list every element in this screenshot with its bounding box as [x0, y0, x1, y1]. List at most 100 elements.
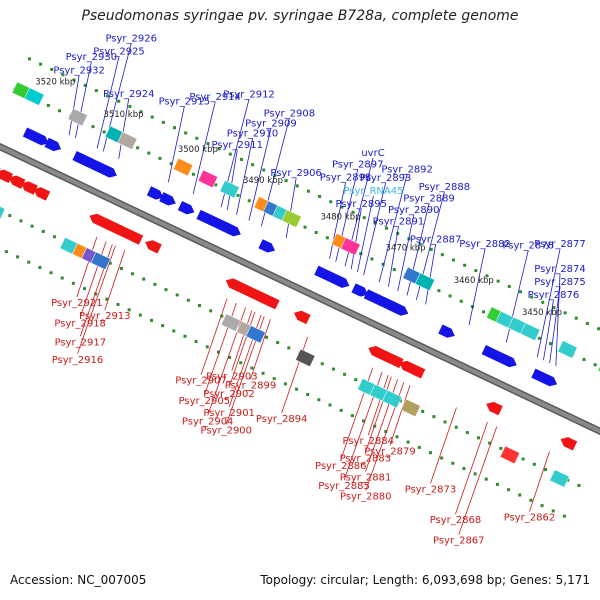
- reverse-gene-arrow: [293, 310, 311, 325]
- reverse-feature-block: [220, 313, 242, 332]
- ruler-label: 3520 kbp: [35, 77, 75, 87]
- leader-line: [425, 244, 437, 305]
- leader-line: [79, 241, 107, 318]
- tick-dot: [448, 294, 452, 298]
- tick-dot: [317, 398, 321, 402]
- tick-dot: [117, 99, 121, 103]
- reverse-feature-block: [499, 445, 521, 465]
- gene-label: Psyr_2930: [66, 52, 118, 63]
- gene-label: Psyr_2892: [381, 164, 433, 175]
- tick-dot: [250, 366, 254, 370]
- tick-dot: [272, 377, 276, 381]
- reverse-feature-block: [400, 398, 421, 418]
- tick-dot: [521, 457, 525, 461]
- leader-line: [468, 248, 486, 325]
- gene-label: Psyr_2878: [502, 241, 554, 252]
- gene-label: Psyr_2925: [93, 46, 145, 57]
- tick-dot: [582, 357, 586, 361]
- reverse-gene-arrow: [386, 354, 404, 369]
- gene-label: Psyr_2900: [200, 425, 252, 436]
- tick-dot: [343, 372, 347, 376]
- tick-dot: [108, 261, 112, 265]
- tick-dot: [105, 297, 109, 301]
- gene-label: Psyr_2909: [245, 119, 297, 130]
- tick-dot: [102, 130, 106, 134]
- forward-feature-block: [117, 131, 138, 150]
- forward-gene-arrow: [332, 274, 350, 288]
- tick-dot: [8, 214, 12, 218]
- tick-dot: [175, 293, 179, 297]
- gene-label: Psyr_2886: [315, 461, 367, 472]
- gene-label: Psyr_2884: [342, 436, 394, 447]
- leader-line: [367, 374, 389, 436]
- leader-line: [192, 101, 216, 195]
- tick-dot: [440, 456, 444, 460]
- gene-label: Psyr_2902: [203, 389, 255, 400]
- gene-label: Psyr_2873: [405, 484, 457, 495]
- gene-label: Psyr_2914: [189, 92, 241, 103]
- ruler-labels: 3520 kbp 3510 kbp 3500 kbp 3490 kbp 3480 kbp…: [35, 77, 562, 318]
- tick-dot: [537, 336, 541, 340]
- tick-dot: [370, 257, 374, 261]
- tick-dot: [428, 451, 432, 455]
- forward-gene-arrow: [500, 353, 517, 368]
- gene-label: Psyr_2915: [159, 96, 211, 107]
- tick-dot: [303, 225, 307, 229]
- tick-dot: [295, 387, 299, 391]
- tick-dot: [384, 430, 388, 434]
- gene-label: Psyr_2926: [105, 33, 157, 44]
- tick-dot: [485, 274, 489, 278]
- forward-feature-block: [197, 169, 219, 189]
- gene-label: Psyr_2924: [103, 89, 155, 100]
- ruler-label: 3450 kbp: [522, 308, 562, 318]
- tick-dot: [562, 514, 566, 518]
- leader-line: [529, 451, 550, 512]
- tick-dot: [306, 392, 310, 396]
- gene-label: Psyr_2906: [270, 168, 322, 179]
- tick-dot: [71, 281, 75, 285]
- leader-line: [430, 407, 457, 484]
- tick-dot: [239, 361, 243, 365]
- tick-dot: [206, 142, 210, 146]
- genome-stats-text: Topology: circular; Length: 6,093,698 bp…: [260, 573, 590, 587]
- reverse-gene-arrow: [8, 175, 26, 189]
- tick-dot: [488, 441, 492, 445]
- gene-label: uvrC: [361, 148, 384, 159]
- reverse-feature-block: [295, 348, 316, 368]
- tick-dot: [440, 253, 444, 257]
- tick-dot: [4, 250, 8, 254]
- gene-label: Psyr_2877: [534, 239, 586, 250]
- gene-label: Psyr_2880: [340, 491, 392, 502]
- gene-label: Psyr_2891: [373, 217, 425, 228]
- tick-dot: [153, 282, 157, 286]
- reverse-gene-arrow: [33, 187, 51, 201]
- tick-dot: [39, 62, 43, 66]
- tick-dot: [549, 342, 553, 346]
- tick-dot: [406, 440, 410, 444]
- tick-dot: [228, 355, 232, 359]
- gene-label: Psyr_2913: [79, 311, 131, 322]
- tick-dot: [131, 272, 135, 276]
- tick-dot: [139, 110, 143, 114]
- tick-dot: [128, 105, 132, 109]
- tick-dot: [362, 216, 366, 220]
- tick-dot: [417, 445, 421, 449]
- tick-dot: [351, 210, 355, 214]
- forward-feature-block: [24, 87, 45, 106]
- leader-line: [200, 298, 228, 375]
- tick-dot: [507, 488, 511, 492]
- gene-label: Psyr_RNA45: [343, 186, 403, 197]
- tick-dot: [57, 109, 61, 113]
- tick-dot: [563, 311, 567, 315]
- tick-dot: [147, 151, 151, 155]
- gene-label: Psyr_2887: [410, 234, 462, 245]
- tick-dot: [463, 263, 467, 267]
- tick-dot: [161, 120, 165, 124]
- tick-dot: [325, 236, 329, 240]
- tick-dot: [496, 279, 500, 283]
- tick-dot: [518, 290, 522, 294]
- tick-dot: [194, 340, 198, 344]
- leader-line: [228, 311, 256, 389]
- tick-dot: [217, 147, 221, 151]
- leader-line: [378, 174, 408, 283]
